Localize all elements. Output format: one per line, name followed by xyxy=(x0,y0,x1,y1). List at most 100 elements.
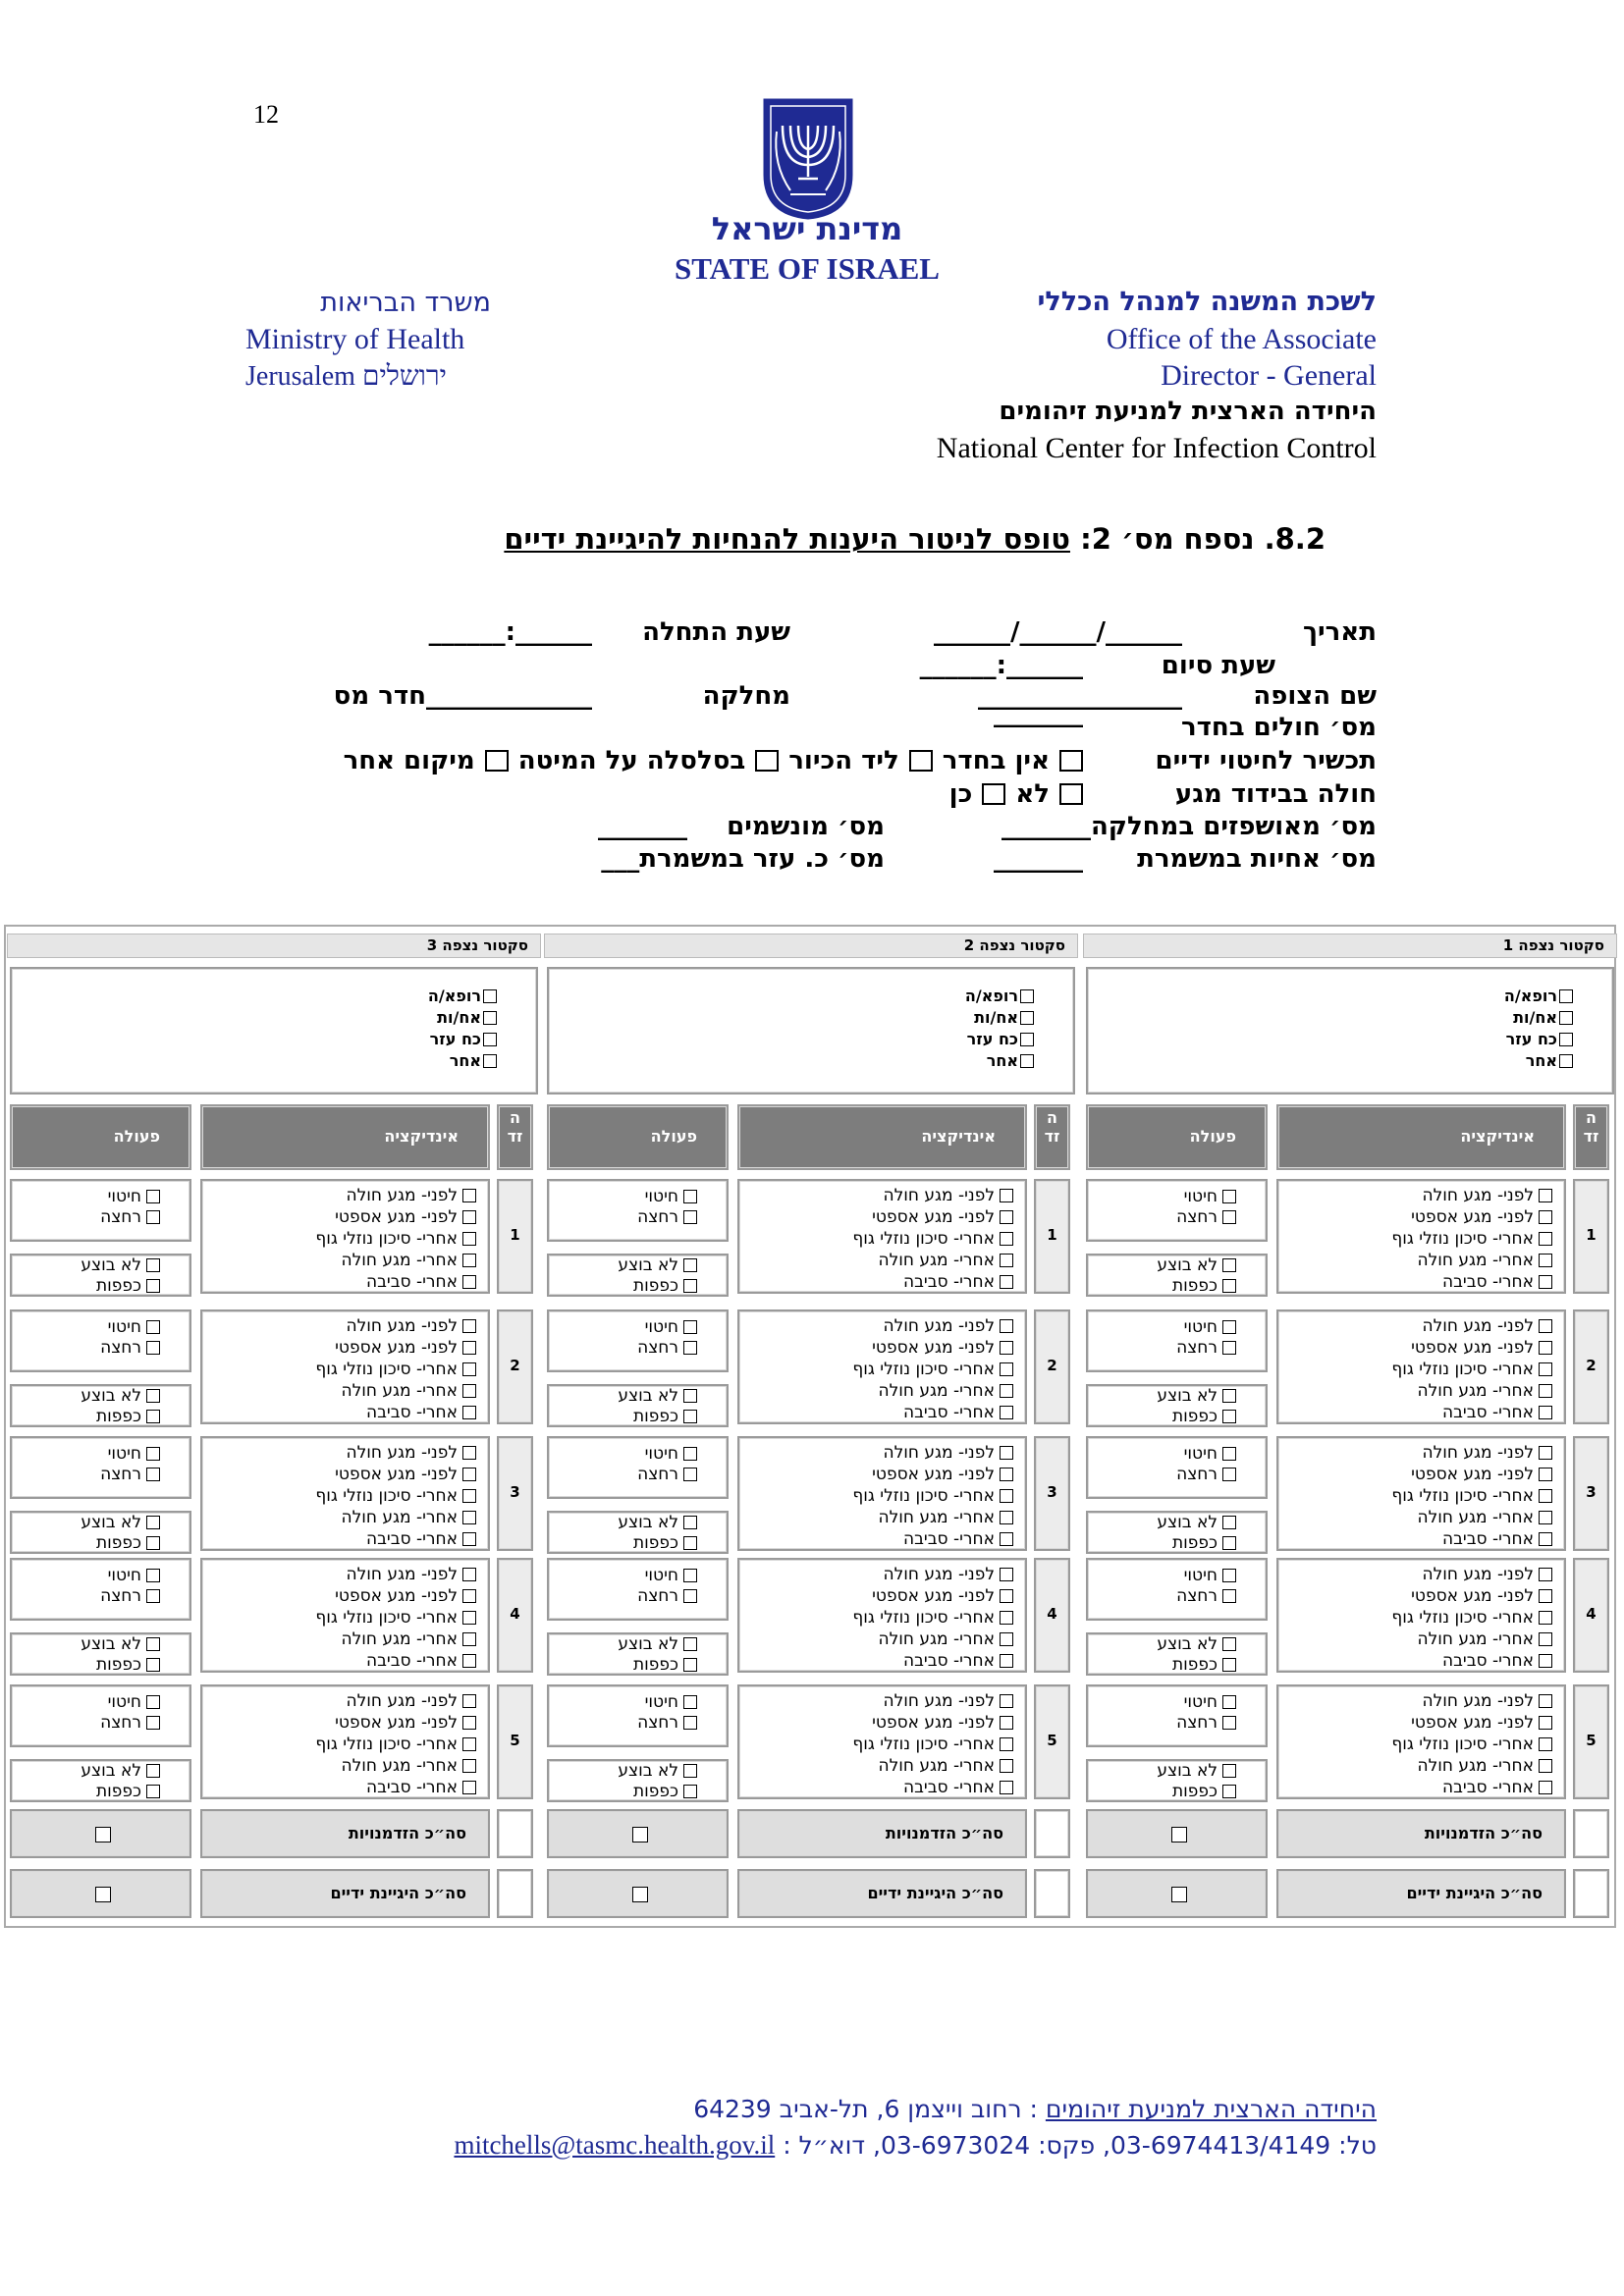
indication-label: אחרי- סיכון נוזלי גוף xyxy=(852,1608,995,1628)
indication-label: אחרי- סיכון נוזלי גוף xyxy=(315,1229,458,1249)
checkbox xyxy=(1222,1447,1236,1461)
action-cell: לא בוצע כפפות xyxy=(547,1759,729,1802)
checkbox xyxy=(1222,1695,1236,1709)
checkbox xyxy=(95,1887,111,1902)
total-cell: סה״כ היגיינת ידיים xyxy=(200,1869,490,1918)
staff-label: אח/ות xyxy=(974,1008,1018,1027)
sector-title-text: סקטור נצפה 2 xyxy=(963,936,1065,954)
action-label: לא בוצע xyxy=(81,1634,141,1654)
action-label: רחצה xyxy=(637,1713,678,1733)
action-option: לא בוצע xyxy=(618,1386,697,1406)
action-label: רחצה xyxy=(100,1207,141,1227)
checkbox xyxy=(1000,1275,1013,1289)
checkbox xyxy=(1000,1446,1013,1460)
action-cell: לא בוצע כפפות xyxy=(1086,1511,1268,1554)
indication-label: אחרי- סביבה xyxy=(365,1651,458,1671)
staff-label: אחר xyxy=(1525,1051,1557,1070)
field-label: מס׳ חולים בחדר xyxy=(1180,713,1377,742)
action-label: חיטוי xyxy=(644,1317,678,1337)
checkbox xyxy=(1539,1406,1552,1419)
opportunity-cell: 2 xyxy=(1573,1309,1609,1424)
indication-label: אחרי- סיכון נוזלי גוף xyxy=(315,1608,458,1628)
action-label: לא בוצע xyxy=(1157,1634,1218,1654)
indication-option: אחרי- סביבה xyxy=(903,1778,1013,1797)
action-header-text: פעולה xyxy=(113,1127,160,1146)
action-option: רחצה xyxy=(100,1465,160,1484)
action-label: רחצה xyxy=(637,1465,678,1484)
indication-label: לפני- מגע אספטי xyxy=(872,1713,995,1733)
action-cell: חיטוי רחצה xyxy=(10,1684,191,1747)
action-option: כפפות xyxy=(96,1407,160,1426)
checkbox xyxy=(683,1569,697,1582)
checkbox xyxy=(683,1536,697,1550)
indication-option: לפני- מגע חולה xyxy=(1422,1565,1552,1584)
indication-option: לפני- מגע אספטי xyxy=(872,1713,1013,1733)
checkbox xyxy=(683,1589,697,1603)
checkbox xyxy=(1000,1632,1013,1646)
indication-option: אחרי- סיכון נוזלי גוף xyxy=(315,1608,476,1628)
checkbox xyxy=(462,1319,476,1333)
indication-cell: לפני- מגע חולה לפני- מגע אספטי אחרי- סיכון… xyxy=(737,1179,1027,1294)
action-label: רחצה xyxy=(637,1207,678,1227)
indication-label: לפני- מגע חולה xyxy=(346,1316,458,1336)
opportunity-cell: 2 xyxy=(497,1309,533,1424)
action-label: לא בוצע xyxy=(618,1634,678,1654)
action-option: לא בוצע xyxy=(81,1386,160,1406)
action-label: חיטוי xyxy=(107,1187,141,1206)
opportunity-header: הזד xyxy=(497,1104,533,1170)
action-option: חיטוי xyxy=(108,1444,160,1464)
checkbox xyxy=(1222,1716,1236,1730)
action-option: כפפות xyxy=(1172,1407,1236,1426)
action-option: חיטוי xyxy=(108,1566,160,1585)
checkbox xyxy=(146,1764,160,1778)
indication-option: אחרי- מגע חולה xyxy=(1417,1381,1552,1401)
indication-label: לפני- מגע חולה xyxy=(346,1443,458,1463)
checkbox xyxy=(1000,1319,1013,1333)
staff-option: כח עזר xyxy=(1506,1030,1573,1048)
indication-label: אחרי- מגע חולה xyxy=(1417,1251,1534,1270)
indication-option: אחרי- סיכון נוזלי גוף xyxy=(1391,1608,1552,1628)
action-label: חיטוי xyxy=(644,1692,678,1712)
checkbox xyxy=(1539,1254,1552,1267)
action-cell: חיטוי רחצה xyxy=(10,1179,191,1242)
action-label: רחצה xyxy=(100,1465,141,1484)
indication-option: לפני- מגע חולה xyxy=(346,1565,476,1584)
row-number: 5 xyxy=(1586,1732,1597,1749)
opportunity-header-text: הזד xyxy=(1044,1108,1060,1146)
indication-cell: לפני- מגע חולה לפני- מגע אספטי אחרי- סיכון… xyxy=(200,1684,490,1799)
opportunity-cell: 3 xyxy=(1034,1436,1070,1551)
indication-option: אחרי- סביבה xyxy=(366,1403,476,1422)
indication-option: לפני- מגע חולה xyxy=(1422,1691,1552,1711)
action-option: לא בוצע xyxy=(1157,1386,1236,1406)
action-label: חיטוי xyxy=(1183,1692,1218,1712)
indication-option: אחרי- סביבה xyxy=(1442,1529,1552,1549)
indication-cell: לפני- מגע חולה לפני- מגע אספטי אחרי- סיכון… xyxy=(737,1558,1027,1673)
action-option: כפפות xyxy=(633,1655,697,1675)
footer-email[interactable]: mitchells@tasmc.health.gov.il xyxy=(454,2130,776,2160)
checkbox xyxy=(462,1275,476,1289)
indication-cell: לפני- מגע חולה לפני- מגע אספטי אחרי- סיכון… xyxy=(1276,1558,1566,1673)
action-label: כפפות xyxy=(1171,1407,1218,1426)
staff-option: אח/ות xyxy=(437,1008,497,1027)
checkbox xyxy=(1000,1716,1013,1730)
row-number: 4 xyxy=(1586,1605,1597,1623)
action-option: כפפות xyxy=(1172,1782,1236,1801)
field-blank: ______/______/______ xyxy=(934,617,1182,647)
checkbox xyxy=(462,1446,476,1460)
indication-label: לפני- מגע חולה xyxy=(883,1565,995,1584)
indication-cell: לפני- מגע חולה לפני- מגע אספטי אחרי- סיכון… xyxy=(1276,1179,1566,1294)
indication-label: לפני- מגע אספטי xyxy=(335,1713,458,1733)
action-option: לא בוצע xyxy=(618,1761,697,1781)
action-label: חיטוי xyxy=(1183,1187,1218,1206)
checkbox xyxy=(462,1511,476,1524)
checkbox xyxy=(1222,1341,1236,1355)
checkbox xyxy=(683,1210,697,1224)
staff-option: רופא/ה xyxy=(965,987,1034,1005)
action-option: לא בוצע xyxy=(618,1513,697,1532)
staff-label: רופא/ה xyxy=(964,987,1018,1005)
indication-option: אחרי- סיכון נוזלי גוף xyxy=(852,1229,1013,1249)
indication-cell: לפני- מגע חולה לפני- מגע אספטי אחרי- סיכון… xyxy=(737,1436,1027,1551)
staff-label: אחר xyxy=(986,1051,1018,1070)
option-label: בסלסלה על המיטה xyxy=(517,746,746,775)
field-label: מחלקה xyxy=(702,681,790,711)
